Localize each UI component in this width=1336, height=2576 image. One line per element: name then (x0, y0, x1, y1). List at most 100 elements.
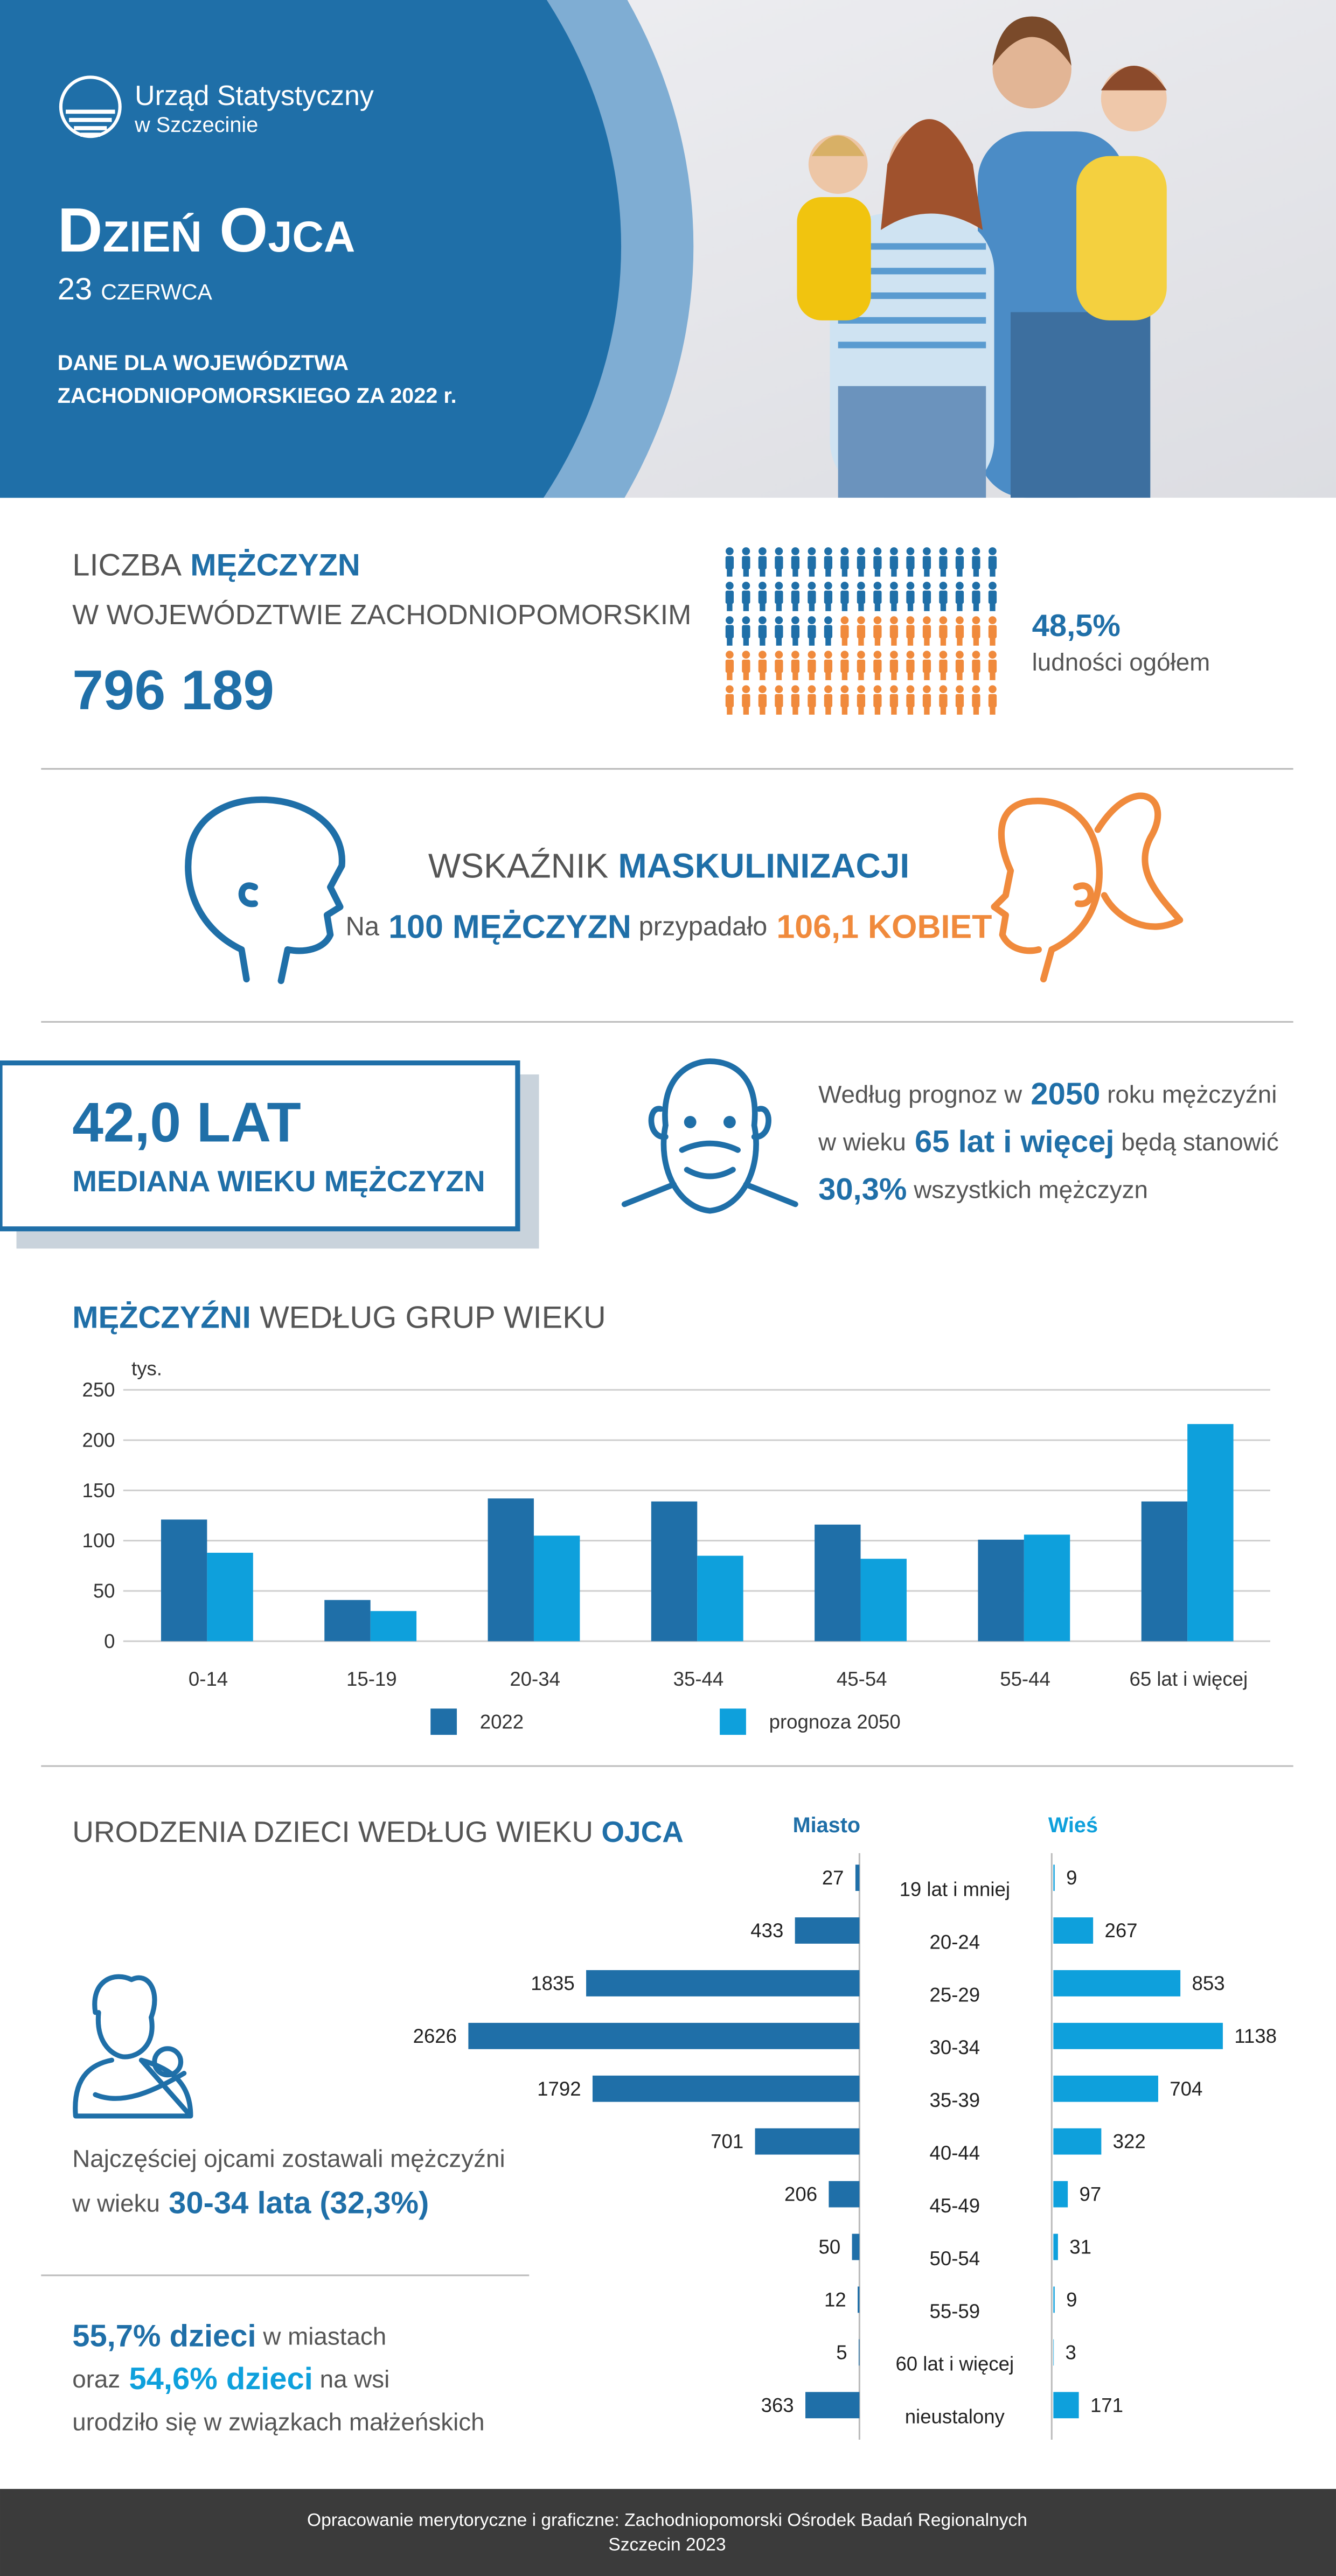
bar (488, 1498, 534, 1642)
person-head (824, 616, 832, 624)
person-figure (725, 616, 734, 646)
person-figure (824, 547, 833, 577)
bar (324, 1600, 371, 1642)
person-legs (940, 672, 947, 680)
org-city: w Szczecinie (134, 113, 258, 137)
person-legs (776, 706, 782, 715)
person-figure (988, 651, 997, 680)
masculinity-line-part: 106,1 KOBIET (776, 908, 992, 945)
person-legs (776, 672, 782, 680)
value-label: 5 (836, 2341, 847, 2363)
median-caption: MEDIANA WIEKU MĘŻCZYZN (72, 1164, 485, 1198)
person-head (742, 685, 750, 693)
person-legs (940, 637, 947, 646)
person-body (955, 590, 964, 604)
person-head (857, 582, 865, 590)
person-body (972, 590, 980, 604)
person-figure (988, 582, 997, 611)
person-head (808, 651, 816, 659)
person-legs (760, 672, 766, 680)
person-legs (727, 706, 733, 715)
person-head (989, 651, 997, 659)
person-head (890, 547, 898, 555)
person-body (906, 694, 915, 708)
y-tick-label: 150 (82, 1479, 115, 1502)
person-figure (922, 547, 931, 577)
person-legs (760, 603, 766, 611)
person-body (955, 694, 964, 708)
person-head (824, 547, 832, 555)
person-body (889, 625, 899, 639)
bar (1053, 2075, 1158, 2102)
person-body (840, 625, 849, 639)
forecast-line-part: będą stanowić (1121, 1128, 1278, 1156)
median-value: 42,0 LAT (72, 1091, 301, 1153)
father-icon (73, 1974, 193, 2119)
note-highlight-part: w wieku (72, 2189, 160, 2217)
person-figure (955, 582, 964, 611)
person-figure (742, 616, 750, 646)
men-count: 796 189 (72, 659, 274, 721)
person-body (873, 590, 882, 604)
person-head (791, 651, 799, 659)
date: 23 czerwca (58, 272, 213, 306)
person-figure (939, 547, 948, 577)
person-figure (889, 582, 899, 611)
value-label: 433 (750, 1919, 783, 1942)
person-figure (742, 582, 750, 611)
person-figure (791, 616, 800, 646)
bar (855, 1865, 860, 1891)
person-head (956, 582, 964, 590)
person-figure (873, 616, 882, 646)
person-figure (857, 582, 866, 611)
header-panel (0, 0, 621, 498)
person-head (857, 547, 865, 555)
person-body (775, 590, 783, 604)
person-head (906, 651, 915, 659)
person-body (775, 556, 783, 569)
person-head (808, 582, 816, 590)
person-legs (792, 603, 798, 611)
person-head (873, 547, 882, 555)
person-body (758, 556, 767, 569)
person-body (725, 556, 734, 569)
forecast-line-part: Według prognoz w (818, 1080, 1022, 1108)
person-head (775, 616, 783, 624)
person-figure (873, 547, 882, 577)
value-label: 31 (1069, 2236, 1091, 2258)
person-body (955, 556, 964, 569)
logo (59, 75, 122, 138)
person-body (775, 694, 783, 708)
person-body (922, 694, 931, 708)
person-figure (988, 616, 997, 646)
median-box (0, 1060, 520, 1232)
bar (860, 1559, 907, 1642)
person-body (939, 556, 948, 569)
person-figure (808, 582, 816, 611)
person-legs (792, 568, 798, 577)
bar (1053, 2286, 1055, 2313)
person-body (791, 556, 800, 569)
category-label: 60 lat i więcej (895, 2353, 1014, 2375)
person-head (857, 685, 865, 693)
person-body (808, 659, 816, 673)
marital-line-part: 54,6% dzieci (129, 2362, 312, 2396)
person-body (808, 590, 816, 604)
men-label-part: LICZBA (72, 548, 182, 582)
person-body (725, 590, 734, 604)
person-head (791, 616, 799, 624)
person-legs (809, 637, 815, 646)
person-figure (955, 685, 964, 715)
person-head (972, 651, 980, 659)
person-legs (924, 637, 930, 646)
person-figure (808, 651, 816, 680)
value-label: 50 (818, 2236, 840, 2258)
forecast-line: w wieku 65 lat i więcej będą stanowić (818, 1125, 1279, 1159)
person-legs (973, 672, 979, 680)
person-legs (973, 637, 979, 646)
bar (755, 2128, 860, 2155)
chart-title: MĘŻCZYŹNI WEDŁUG GRUP WIEKU (72, 1300, 606, 1335)
person-legs (874, 672, 881, 680)
person-legs (990, 672, 996, 680)
person-head (791, 685, 799, 693)
